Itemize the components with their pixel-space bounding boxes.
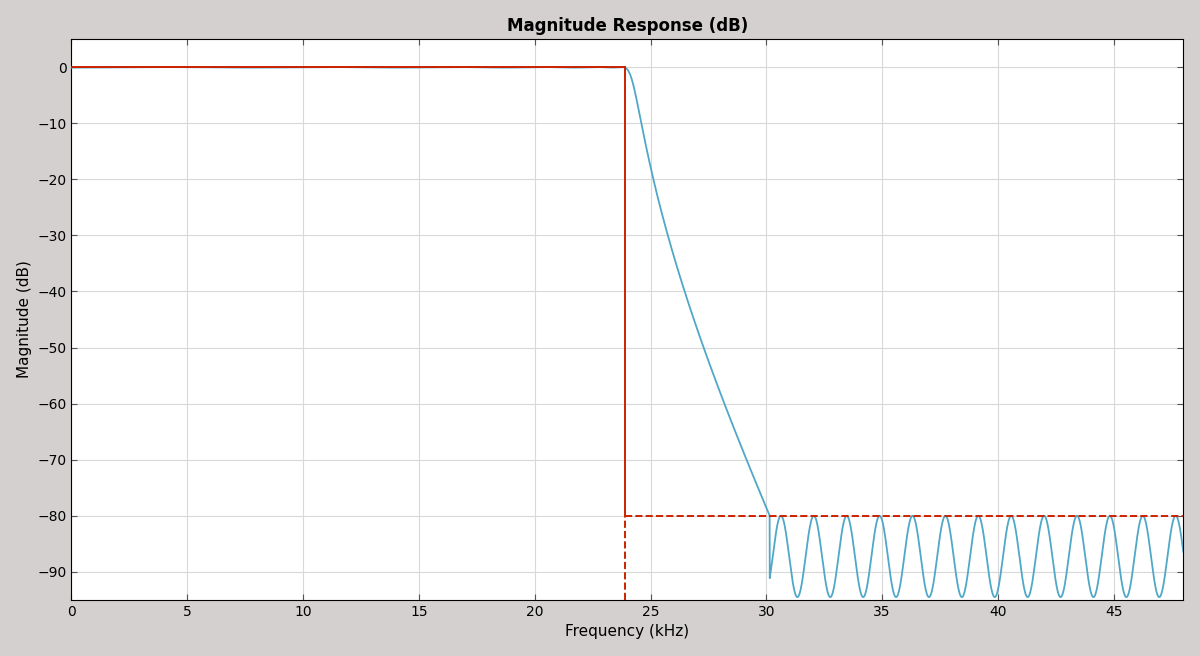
Title: Magnitude Response (dB): Magnitude Response (dB): [506, 16, 748, 35]
X-axis label: Frequency (kHz): Frequency (kHz): [565, 625, 689, 640]
Y-axis label: Magnitude (dB): Magnitude (dB): [17, 260, 31, 379]
